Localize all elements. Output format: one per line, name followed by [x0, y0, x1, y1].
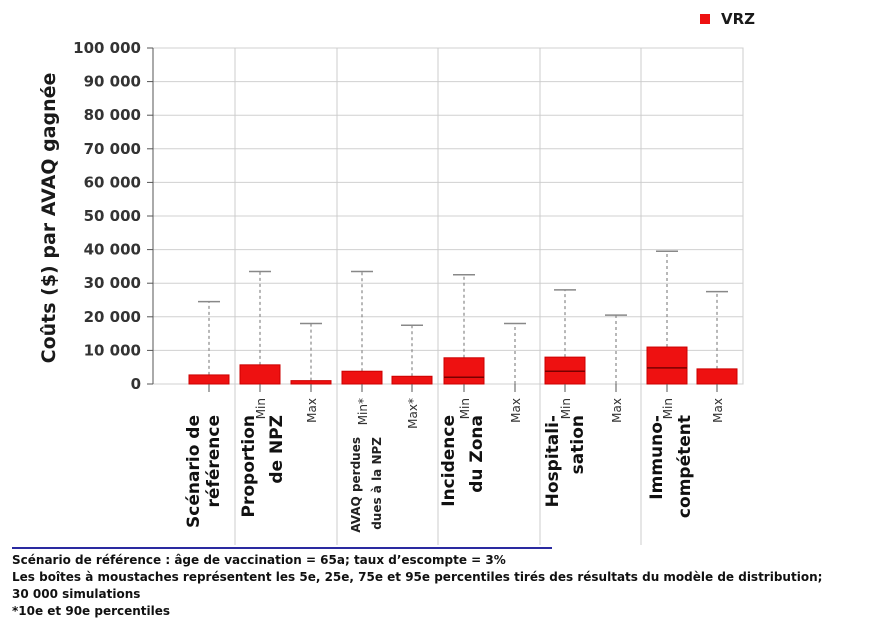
category-label: AVAQ perdues	[349, 437, 363, 533]
y-tick-label: 40 000	[84, 241, 141, 259]
note-line: 30 000 simulations	[12, 587, 141, 601]
box	[696, 368, 738, 385]
category-label: Hospitali-	[543, 415, 563, 507]
y-tick-label: 50 000	[84, 207, 141, 225]
legend-label: VRZ	[721, 10, 755, 28]
category-label: Incidence	[439, 415, 459, 507]
category-label: Immuno-	[647, 415, 667, 500]
sub-category-label: Min	[559, 398, 573, 419]
sub-category-label: Min	[661, 398, 675, 419]
sub-category-label: Min	[254, 398, 268, 419]
category-label: du Zona	[467, 415, 487, 493]
y-axis-label: Coûts ($) par AVAQ gagnée	[38, 73, 60, 364]
note-line: Scénario de référence : âge de vaccinati…	[12, 553, 506, 567]
sub-category-label: Max	[305, 398, 319, 423]
y-tick-label: 10 000	[84, 341, 141, 359]
y-tick-label: 20 000	[84, 308, 141, 326]
y-tick-label: 70 000	[84, 140, 141, 158]
box-marks	[188, 250, 738, 392]
category-label: de NPZ	[267, 415, 287, 484]
sub-category-label: Max	[509, 398, 523, 423]
category-label: référence	[204, 415, 224, 507]
footnotes: Scénario de référence : âge de vaccinati…	[12, 552, 872, 620]
y-axis-ticks: 0 10 000 20 000 30 000 40 000 50 000 60 000 70 …	[73, 39, 141, 393]
box	[290, 380, 332, 385]
sub-category-label: Min*	[356, 398, 370, 425]
y-tick-label: 30 000	[84, 274, 141, 292]
gridlines	[147, 47, 744, 545]
sub-category-label: Max	[711, 398, 725, 423]
box	[391, 375, 433, 385]
category-label: dues à la NPZ	[370, 437, 384, 530]
note-line: *10e et 90e percentiles	[12, 604, 171, 618]
y-tick-label: 100 000	[73, 39, 141, 57]
legend-swatch	[700, 14, 710, 24]
y-tick-label: 0	[131, 375, 141, 393]
y-tick-label: 60 000	[84, 173, 141, 191]
category-labels: Scénario de référence Min Max Proportion de N…	[184, 398, 725, 533]
box	[188, 374, 230, 385]
note-line: Les boîtes à moustaches représentent les…	[12, 570, 823, 584]
box	[341, 370, 383, 385]
box	[646, 346, 688, 385]
sub-category-label: Max	[610, 398, 624, 423]
sub-category-label: Max*	[406, 398, 420, 429]
category-label: compétent	[675, 415, 695, 518]
sub-category-label: Min	[458, 398, 472, 419]
category-label: Proportion	[239, 415, 259, 518]
y-tick-label: 80 000	[84, 106, 141, 124]
category-label: sation	[568, 415, 588, 474]
box	[239, 364, 281, 385]
box	[443, 357, 485, 385]
category-label: Scénario de	[184, 415, 204, 528]
boxplot-chart: 0 10 000 20 000 30 000 40 000 50 000 60 000 70 …	[12, 10, 755, 549]
y-tick-label: 90 000	[84, 73, 141, 91]
